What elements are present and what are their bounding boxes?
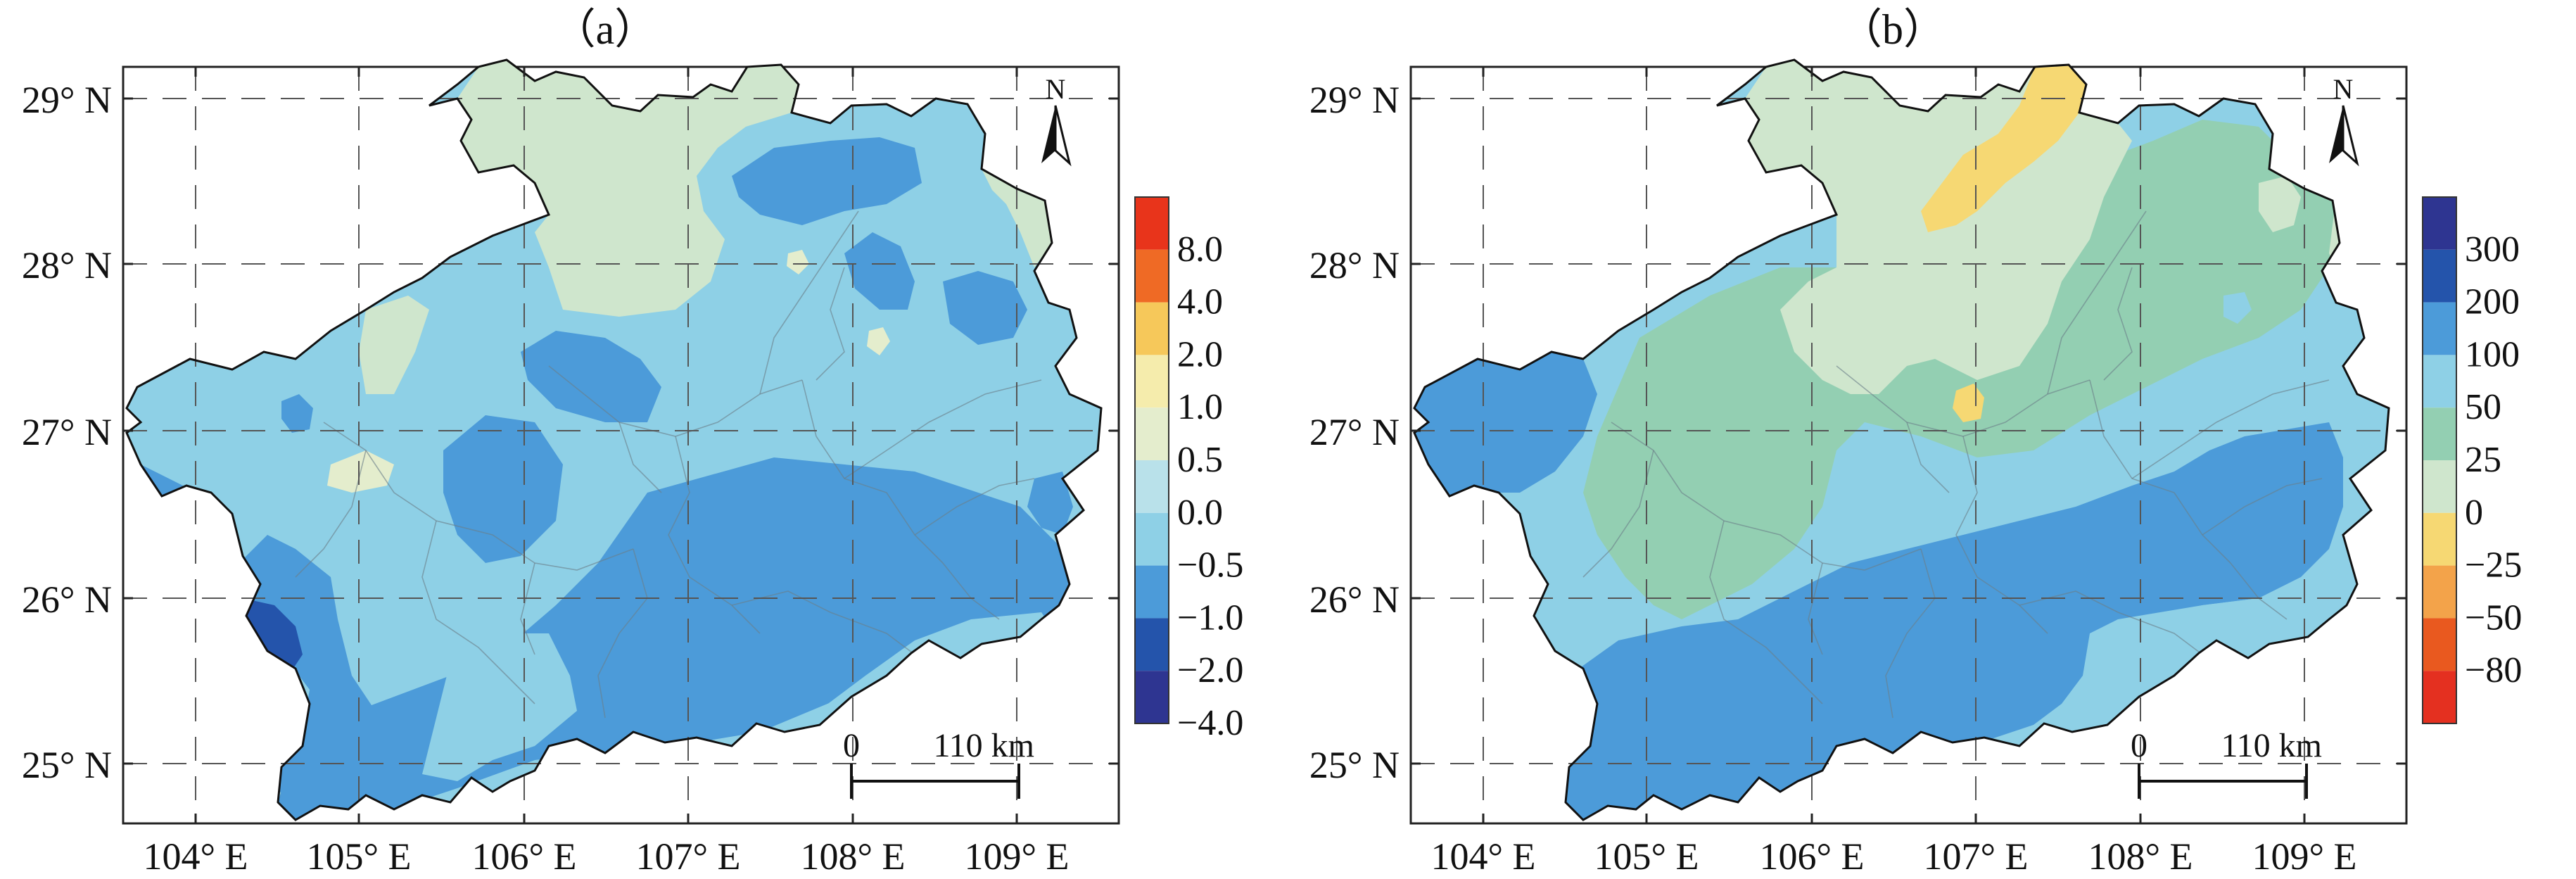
legend-swatch bbox=[2423, 355, 2456, 408]
lon-label: 109° E bbox=[964, 835, 1069, 875]
legend-swatch bbox=[1135, 355, 1169, 408]
legend-swatch bbox=[2423, 302, 2456, 355]
legend-label: 8.0 bbox=[1177, 229, 1223, 270]
legend-label: −2.0 bbox=[1177, 650, 1243, 690]
north-label: N bbox=[2333, 73, 2354, 105]
lat-label: 28° N bbox=[1309, 244, 1400, 286]
lat-label: 26° N bbox=[22, 578, 112, 621]
legend-label: −1.0 bbox=[1177, 597, 1243, 638]
legend-label: −0.5 bbox=[1177, 545, 1243, 586]
province-boundary bbox=[1413, 58, 2390, 821]
lon-label: 109° E bbox=[2252, 835, 2356, 875]
lat-label: 28° N bbox=[22, 244, 112, 286]
legend-swatch bbox=[1135, 302, 1169, 355]
map-figure: （a） 29° N 28° N 27° N 26° N 25° N 104° E 105° E… bbox=[22, 6, 1243, 878]
map-panel-b: （b） 29° N 28° N 27° N 26° N 25° N 104° E 105° E… bbox=[1288, 0, 2576, 878]
lat-label: 27° N bbox=[1309, 411, 1400, 453]
north-label: N bbox=[1046, 73, 1066, 105]
north-arrow-icon: N bbox=[1041, 73, 1072, 167]
legend-label: −80 bbox=[2465, 650, 2522, 690]
scale-bar: 0 110 km bbox=[2131, 727, 2322, 799]
lat-label: 29° N bbox=[1309, 79, 1400, 121]
north-arrow-icon: N bbox=[2329, 73, 2359, 167]
legend-label: 200 bbox=[2465, 282, 2520, 322]
lat-label: 25° N bbox=[22, 744, 112, 786]
province-boundary bbox=[125, 58, 1103, 821]
legend-swatch bbox=[2423, 618, 2456, 671]
legend-label: −50 bbox=[2465, 597, 2522, 638]
scale-distance-label: 110 km bbox=[933, 727, 1034, 764]
value-fill bbox=[1414, 60, 2389, 820]
lat-label: 26° N bbox=[1309, 578, 1400, 621]
legend-swatch bbox=[1135, 407, 1169, 460]
lon-label: 105° E bbox=[1594, 835, 1699, 875]
legend-swatch bbox=[1135, 565, 1169, 619]
legend-label: 0 bbox=[2465, 493, 2483, 533]
lon-label: 107° E bbox=[1923, 835, 2028, 875]
legend-swatch bbox=[2423, 512, 2456, 566]
scale-distance-label: 110 km bbox=[2221, 727, 2322, 764]
scale-bar: 0 110 km bbox=[843, 727, 1034, 799]
map-figure: （b） 29° N 28° N 27° N 26° N 25° N 104° E 105° E… bbox=[1309, 6, 2522, 878]
legend-label: 4.0 bbox=[1177, 282, 1223, 322]
legend-swatch bbox=[2423, 565, 2456, 619]
legend-label: 0.5 bbox=[1177, 440, 1223, 480]
lat-label: 27° N bbox=[22, 411, 112, 453]
legend-swatch bbox=[1135, 460, 1169, 513]
legend-label: −4.0 bbox=[1177, 703, 1243, 743]
legend-swatch bbox=[2423, 671, 2456, 723]
legend-swatch bbox=[1135, 618, 1169, 671]
legend-label: 2.0 bbox=[1177, 334, 1223, 374]
lat-label: 25° N bbox=[1309, 744, 1400, 786]
map-panel-a: （a） 29° N 28° N 27° N 26° N 25° N 104° E 105° E… bbox=[0, 0, 1288, 878]
legend-swatch bbox=[2423, 407, 2456, 460]
lat-label: 29° N bbox=[22, 79, 112, 121]
legend-swatch bbox=[2423, 249, 2456, 303]
legend-swatch bbox=[2423, 460, 2456, 513]
panel-title: （b） bbox=[1840, 6, 1946, 53]
value-fill bbox=[127, 60, 1101, 820]
graticule bbox=[123, 67, 1119, 823]
lon-label: 106° E bbox=[1759, 835, 1864, 875]
lon-label: 107° E bbox=[635, 835, 740, 875]
legend-swatch bbox=[1135, 671, 1169, 723]
lon-label: 104° E bbox=[1430, 835, 1535, 875]
legend-label: 50 bbox=[2465, 387, 2501, 427]
graticule bbox=[1411, 67, 2406, 823]
legend-label: 1.0 bbox=[1177, 387, 1223, 427]
legend-label: 300 bbox=[2465, 229, 2520, 270]
lon-label: 108° E bbox=[2088, 835, 2193, 875]
legend-swatch bbox=[1135, 512, 1169, 566]
lon-label: 104° E bbox=[143, 835, 248, 875]
legend-label: −25 bbox=[2465, 545, 2522, 586]
legend-label: 100 bbox=[2465, 334, 2520, 374]
lon-label: 108° E bbox=[800, 835, 905, 875]
scale-zero-label: 0 bbox=[843, 727, 860, 764]
legend-swatch bbox=[1135, 197, 1169, 250]
legend-swatch bbox=[1135, 249, 1169, 303]
legend-swatch bbox=[2423, 197, 2456, 250]
color-legend: 300 200 100 50 25 0 −25 −50 −80 bbox=[2422, 196, 2522, 724]
lon-label: 106° E bbox=[471, 835, 576, 875]
lon-label: 105° E bbox=[306, 835, 411, 875]
legend-label: 25 bbox=[2465, 440, 2501, 480]
color-legend: 8.0 4.0 2.0 1.0 0.5 0.0 −0.5 −1.0 −2.0 −4.0 bbox=[1134, 196, 1243, 743]
legend-label: 0.0 bbox=[1177, 493, 1223, 533]
scale-zero-label: 0 bbox=[2131, 727, 2147, 764]
panel-title: （a） bbox=[554, 6, 657, 53]
